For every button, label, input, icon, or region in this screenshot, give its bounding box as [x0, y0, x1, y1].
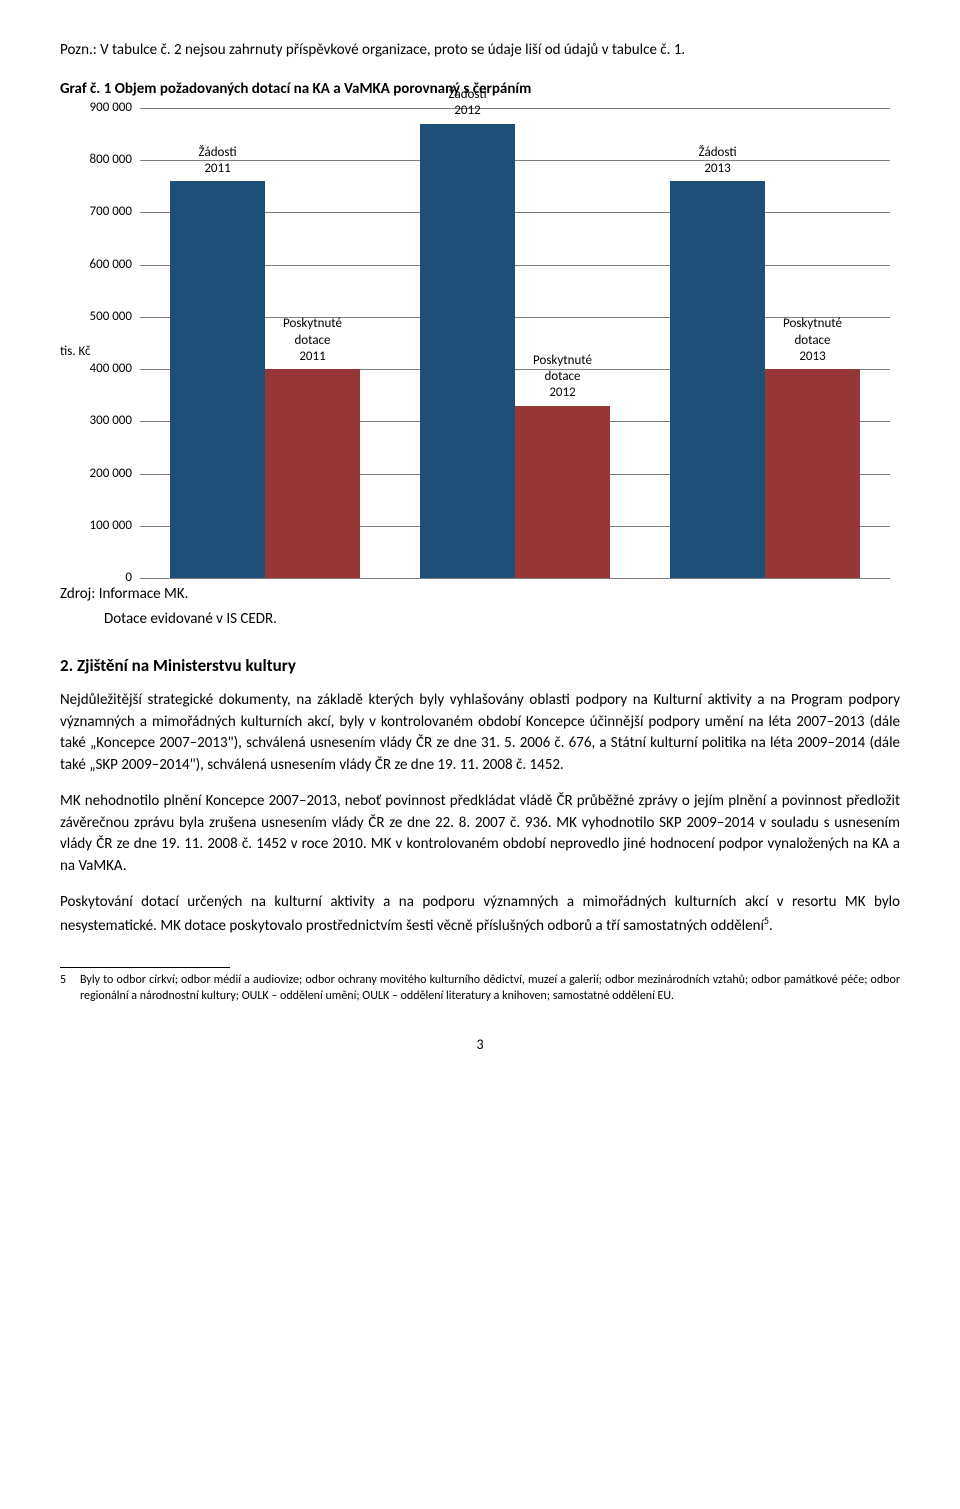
- page-number: 3: [60, 1035, 900, 1055]
- y-tick-label: 200 000: [60, 464, 132, 482]
- paragraph-2: MK nehodnotilo plnění Koncepce 2007–2013…: [60, 791, 900, 878]
- source-2: Dotace evidované v IS CEDR.: [104, 609, 900, 630]
- bar-dotace: [515, 406, 610, 578]
- bar-zadosti: [170, 181, 265, 578]
- y-tick-label: 600 000: [60, 256, 132, 274]
- y-tick-label: 0: [60, 569, 132, 587]
- bar-label-zadosti: Žádosti2012: [420, 87, 515, 120]
- chart-source: Zdroj: Informace MK.: [60, 584, 900, 605]
- paragraph-3: Poskytování dotací určených na kulturní …: [60, 892, 900, 938]
- footnote-divider: [60, 967, 230, 968]
- y-tick-label: 400 000: [60, 360, 132, 378]
- bar-label-zadosti: Žádosti2013: [670, 145, 765, 178]
- source-1: Informace MK.: [99, 585, 189, 603]
- footnote-number: 5: [60, 972, 80, 1004]
- y-tick-label: 100 000: [60, 517, 132, 535]
- para3-text: Poskytování dotací určených na kulturní …: [60, 893, 900, 935]
- y-tick-label: 500 000: [60, 308, 132, 326]
- y-tick-label: 800 000: [60, 151, 132, 169]
- footnote-text: Byly to odbor církví; odbor médií a audi…: [80, 972, 900, 1004]
- bar-chart: 0100 000200 000300 000400 000500 000600 …: [60, 108, 900, 578]
- footnote: 5 Byly to odbor církví; odbor médií a au…: [60, 972, 900, 1004]
- source-label: Zdroj:: [60, 585, 95, 603]
- bar-dotace: [265, 369, 360, 578]
- para3-end: .: [769, 917, 773, 935]
- bar-zadosti: [670, 181, 765, 578]
- section-heading: 2. Zjištění na Ministerstvu kultury: [60, 654, 900, 678]
- y-tick-label: 300 000: [60, 412, 132, 430]
- y-tick-label: 700 000: [60, 203, 132, 221]
- bar-label-dotace: Poskytnutédotace2011: [265, 316, 360, 365]
- bar-label-zadosti: Žádosti2011: [170, 145, 265, 178]
- bar-zadosti: [420, 124, 515, 578]
- bar-label-dotace: Poskytnutédotace2013: [765, 316, 860, 365]
- bar-dotace: [765, 369, 860, 578]
- table-note: Pozn.: V tabulce č. 2 nejsou zahrnuty př…: [60, 40, 900, 61]
- y-tick-label: 900 000: [60, 99, 132, 117]
- bar-label-dotace: Poskytnutédotace2012: [515, 353, 610, 402]
- paragraph-1: Nejdůležitější strategické dokumenty, na…: [60, 690, 900, 777]
- y-axis-unit: tis. Kč: [60, 343, 108, 361]
